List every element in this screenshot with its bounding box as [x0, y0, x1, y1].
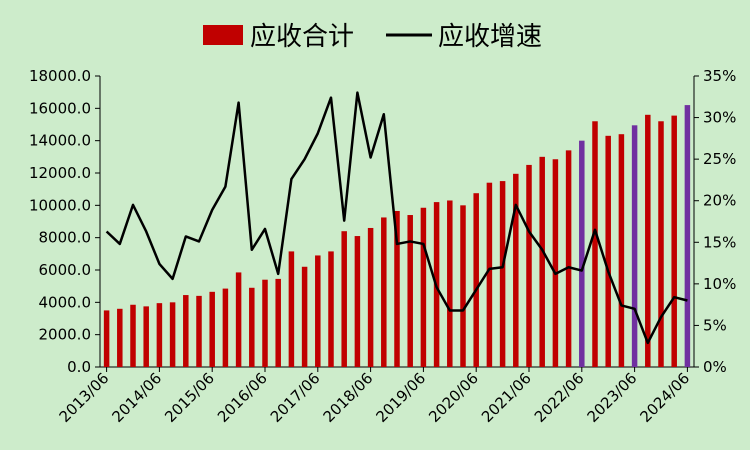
bar — [328, 251, 334, 367]
y-right-tick-label: 20% — [703, 192, 736, 210]
bar — [579, 140, 585, 367]
legend: 应收合计 应收增速 — [203, 22, 542, 52]
x-tick-label: 2020/06 — [425, 369, 482, 426]
bar — [645, 114, 651, 367]
bar — [275, 278, 281, 367]
bar — [183, 295, 189, 367]
bar — [222, 288, 229, 367]
bar — [473, 193, 479, 367]
bar — [262, 279, 268, 367]
y-right-tick-label: 30% — [703, 109, 736, 127]
y-right-tick-label: 15% — [703, 233, 736, 251]
x-tick-label: 2023/06 — [584, 369, 641, 426]
bar — [381, 217, 387, 367]
bar — [618, 134, 625, 367]
x-ticks: 2013/062014/062015/062016/062017/062018/… — [56, 367, 693, 426]
x-tick-label: 2016/06 — [214, 369, 271, 426]
y-left-tick-label: 12000.0 — [29, 164, 91, 182]
bar — [539, 156, 545, 367]
bar — [684, 105, 691, 367]
y-right-tick-label: 10% — [703, 275, 736, 293]
bar — [499, 181, 506, 367]
bar — [301, 266, 308, 367]
y-right-tick-label: 25% — [703, 150, 736, 168]
y-right-tick-label: 0% — [703, 358, 727, 376]
y-left-tick-label: 8000.0 — [39, 229, 92, 247]
x-tick-label: 2014/06 — [108, 369, 165, 426]
y-left-tick-label: 10000.0 — [29, 196, 91, 214]
y-left-tick-label: 4000.0 — [39, 293, 92, 311]
bar — [156, 303, 163, 367]
legend-swatch-bar — [203, 25, 243, 45]
y-right-ticks: 0% 5% 10% 15% 20% 25% 30% 35% — [694, 67, 736, 376]
bar — [526, 164, 532, 367]
bar — [315, 255, 321, 367]
x-tick-label: 2013/06 — [56, 369, 113, 426]
y-left-tick-label: 18000.0 — [29, 67, 91, 85]
bar — [605, 135, 611, 367]
bar — [143, 306, 149, 367]
bar — [565, 150, 572, 367]
bar — [249, 287, 255, 367]
y-left-tick-label: 2000.0 — [39, 326, 92, 344]
bar — [460, 205, 466, 367]
bar — [592, 121, 598, 368]
bar — [117, 308, 123, 367]
y-left-ticks: 0.0 2000.0 4000.0 6000.0 8000.0 10000.0 12000.… — [29, 67, 100, 376]
bar — [130, 304, 136, 367]
bar — [671, 115, 677, 367]
x-tick-label: 2021/06 — [478, 369, 535, 426]
bar — [196, 295, 202, 367]
bar — [288, 251, 295, 367]
bar — [367, 227, 374, 367]
x-tick-label: 2019/06 — [372, 369, 429, 426]
x-tick-label: 2024/06 — [636, 369, 693, 426]
bar — [552, 159, 559, 367]
x-tick-label: 2017/06 — [267, 369, 324, 426]
bar — [420, 207, 427, 367]
y-left-tick-label: 6000.0 — [39, 261, 92, 279]
growth-line — [105, 91, 688, 345]
bar — [235, 272, 242, 367]
bar — [169, 302, 176, 367]
line-series — [105, 91, 688, 345]
bar — [341, 231, 347, 367]
bar — [513, 173, 519, 367]
x-tick-label: 2015/06 — [161, 369, 218, 426]
legend-label-bar: 应收合计 — [250, 22, 354, 52]
bar — [631, 125, 638, 367]
x-tick-label: 2018/06 — [320, 369, 377, 426]
bar — [209, 291, 215, 367]
x-tick-label: 2022/06 — [531, 369, 588, 426]
bar — [354, 236, 361, 367]
bar — [486, 182, 493, 367]
y-left-tick-label: 14000.0 — [29, 132, 91, 150]
bar — [658, 121, 664, 368]
legend-label-line: 应收增速 — [438, 22, 542, 52]
y-left-tick-label: 0.0 — [67, 358, 91, 376]
bar — [407, 215, 413, 367]
bar — [394, 210, 400, 367]
y-left-tick-label: 16000.0 — [29, 99, 91, 117]
bar — [103, 310, 110, 367]
bar — [447, 200, 453, 367]
y-right-tick-label: 5% — [703, 316, 727, 334]
y-right-tick-label: 35% — [703, 67, 736, 85]
